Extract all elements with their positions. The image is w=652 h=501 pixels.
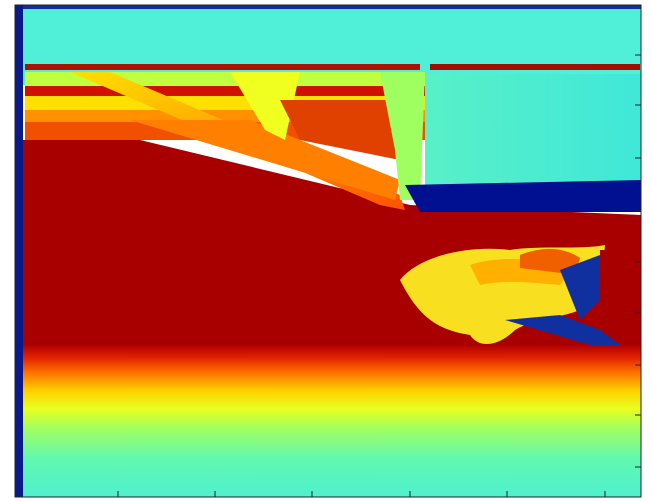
image xyxy=(15,5,641,497)
region xyxy=(15,5,641,9)
region xyxy=(15,5,23,497)
region xyxy=(405,180,641,212)
region xyxy=(430,64,640,70)
region xyxy=(425,74,641,192)
region xyxy=(25,64,420,70)
depth-image-figure xyxy=(0,0,652,501)
region xyxy=(25,86,425,96)
region xyxy=(15,345,641,497)
region xyxy=(600,250,641,345)
page: (() => { const data = JSON.parse(documen… xyxy=(0,0,652,501)
